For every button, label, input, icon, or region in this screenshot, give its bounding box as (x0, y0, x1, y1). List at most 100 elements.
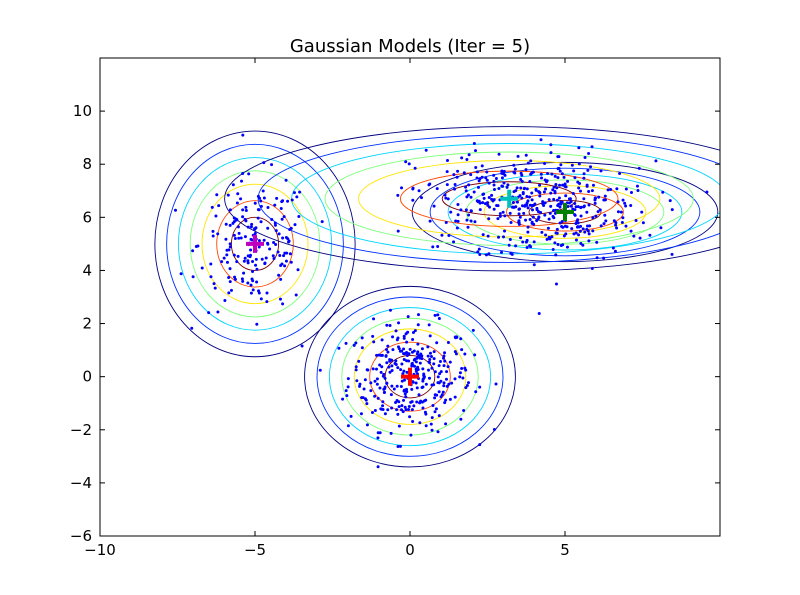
data-point (648, 233, 652, 237)
data-point (513, 167, 517, 171)
data-point (603, 194, 607, 198)
data-point (415, 356, 419, 360)
data-point (360, 346, 364, 350)
data-point (232, 220, 236, 224)
data-point (614, 221, 618, 225)
contour-c1-level-3 (189, 170, 321, 318)
data-point (549, 143, 553, 147)
data-point (286, 199, 290, 203)
data-point (590, 145, 594, 149)
data-point (414, 367, 418, 371)
data-point (437, 364, 441, 368)
data-point (383, 387, 387, 391)
data-point (453, 377, 457, 381)
data-point (385, 381, 389, 385)
data-point (386, 408, 390, 412)
data-point (416, 313, 420, 317)
data-point (531, 215, 535, 219)
data-point (383, 412, 387, 416)
data-point (577, 186, 581, 190)
data-point (432, 362, 436, 366)
data-point (443, 351, 447, 355)
data-point (418, 401, 422, 405)
y-tick-label: 10 (73, 102, 92, 120)
data-point (481, 233, 485, 237)
data-point (474, 390, 478, 394)
data-point (239, 236, 243, 240)
data-point (224, 237, 228, 241)
data-point (372, 317, 376, 321)
data-point (346, 424, 350, 428)
data-point (555, 227, 559, 231)
data-point (532, 222, 536, 226)
data-point (587, 232, 591, 236)
data-point (397, 345, 401, 349)
data-point (266, 205, 270, 209)
data-point (210, 205, 214, 209)
data-point (379, 370, 383, 374)
data-point (414, 360, 418, 364)
data-point (552, 216, 556, 220)
data-point (408, 347, 412, 351)
data-point (508, 238, 512, 242)
y-tick-label: 0 (82, 368, 92, 386)
y-tick-label: 4 (82, 261, 92, 279)
data-point (280, 200, 284, 204)
data-point (423, 410, 427, 414)
data-point (562, 175, 566, 179)
data-point (194, 245, 198, 249)
data-point (415, 400, 419, 404)
data-point (459, 208, 463, 212)
data-point (455, 226, 459, 230)
data-point (396, 336, 400, 340)
data-point (554, 282, 558, 286)
data-point (387, 365, 391, 369)
data-point (473, 149, 477, 153)
data-point (528, 244, 532, 248)
data-point (259, 220, 263, 224)
data-point (270, 163, 274, 167)
data-point (279, 206, 283, 210)
data-point (538, 183, 542, 187)
data-point (535, 219, 539, 223)
data-point (262, 238, 266, 242)
data-point (634, 219, 638, 223)
data-point (380, 365, 384, 369)
data-point (521, 190, 525, 194)
data-point (548, 237, 552, 241)
data-point (233, 275, 237, 279)
data-point (593, 198, 597, 202)
data-point (449, 210, 453, 214)
contour-c0-level-0 (304, 285, 516, 468)
data-point (365, 402, 369, 406)
contour-c0-level-2 (328, 307, 492, 447)
contour-c1-level-1 (166, 143, 344, 344)
data-point (469, 219, 473, 223)
data-point (498, 212, 502, 216)
data-point (570, 163, 574, 167)
data-point (220, 260, 224, 264)
data-point (621, 216, 625, 220)
data-point (243, 235, 247, 239)
data-point (583, 156, 587, 160)
data-point (561, 183, 565, 187)
component-means (246, 189, 574, 386)
data-point (452, 187, 456, 191)
data-point (376, 436, 380, 440)
data-point (557, 202, 561, 206)
data-point (543, 161, 547, 165)
data-point (487, 205, 491, 209)
data-point (215, 193, 219, 197)
data-point (227, 275, 231, 279)
data-point (242, 271, 246, 275)
data-point (363, 397, 367, 401)
data-point (362, 387, 366, 391)
data-point (235, 260, 239, 264)
data-point (502, 172, 506, 176)
data-point (253, 227, 257, 231)
data-point (540, 230, 544, 234)
data-point (289, 226, 293, 230)
data-point (518, 215, 522, 219)
data-point (467, 381, 471, 385)
